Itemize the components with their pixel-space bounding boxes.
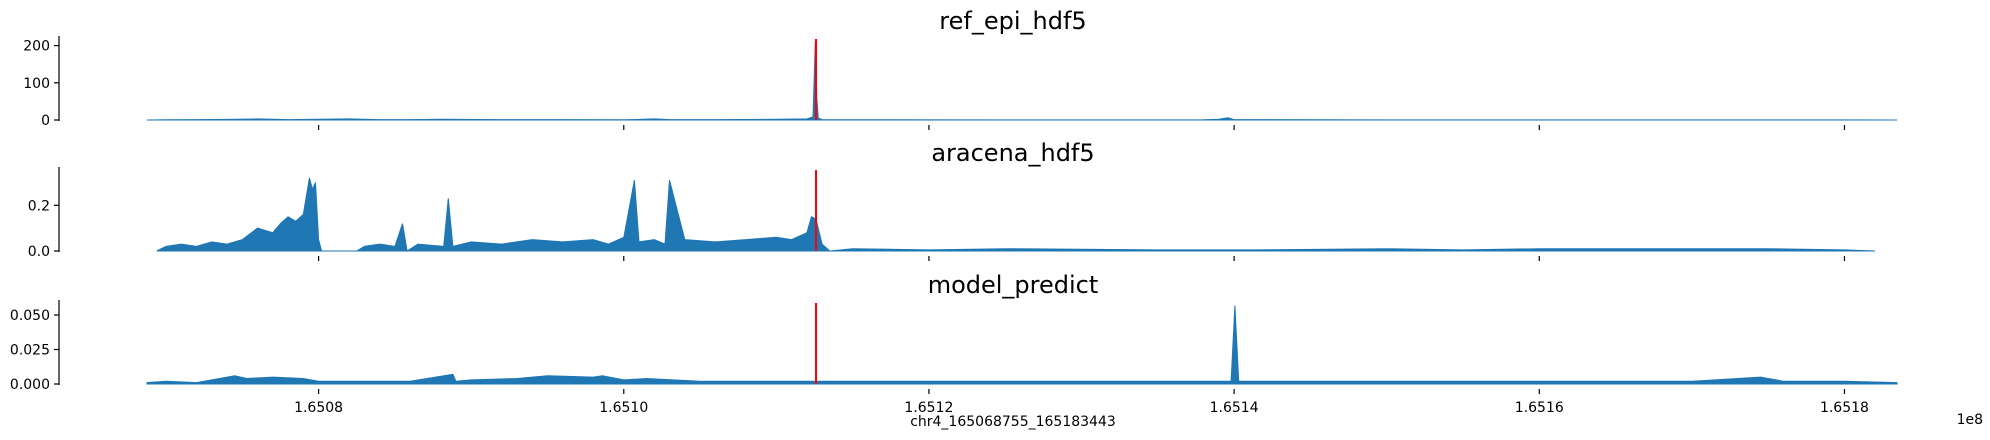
series-area (146, 305, 1898, 385)
y-tick-label: 0.2 (28, 198, 50, 214)
x-tick-label: 1.6518 (1820, 400, 1869, 416)
x-offset-label: 1e8 (1957, 412, 1983, 428)
panel-aracena-hdf5: aracena_hdf5 0.0 0.2 (28, 139, 1876, 261)
x-tick-label: 1.6516 (1515, 400, 1564, 416)
panel-ref-epi-hdf5: ref_epi_hdf5 0 100 200 (23, 7, 1898, 130)
x-tick-label: 1.6514 (1210, 400, 1259, 416)
x-tick-label: 1.6508 (294, 400, 343, 416)
panel-title: model_predict (928, 271, 1099, 299)
y-tick-label: 0.0 (28, 244, 50, 260)
x-tick-label: 1.6510 (599, 400, 648, 416)
panel-title: ref_epi_hdf5 (939, 7, 1086, 35)
y-tick-label: 100 (23, 76, 50, 92)
series-area (156, 177, 1876, 252)
y-tick-label: 0.025 (10, 343, 50, 359)
y-tick-label: 0 (41, 113, 50, 129)
series-area (146, 41, 1898, 121)
y-tick-label: 200 (23, 39, 50, 55)
x-axis-label: chr4_165068755_165183443 (910, 414, 1116, 430)
y-tick-label: 0.000 (10, 377, 50, 393)
y-tick-label: 0.050 (10, 308, 50, 324)
panel-title: aracena_hdf5 (931, 139, 1094, 167)
panel-model-predict: model_predict 0.000 0.025 0.050 1.6508 1.651… (10, 271, 1898, 416)
x-tick-label: 1.6512 (904, 400, 953, 416)
